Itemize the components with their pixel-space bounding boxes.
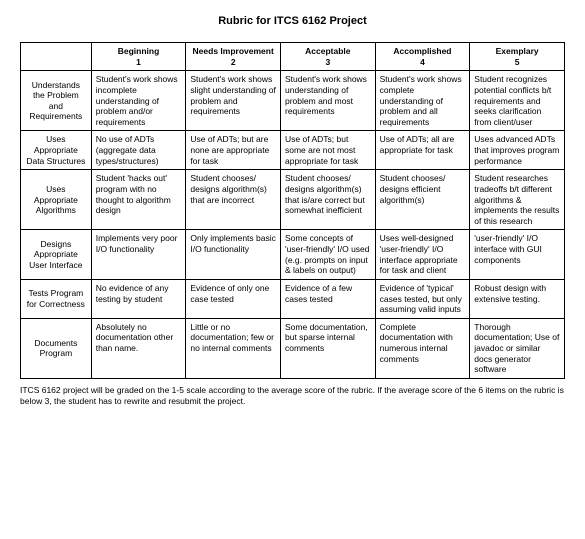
cell: Some concepts of 'user-friendly' I/O use…	[281, 230, 376, 280]
row-label: Uses Appropriate Algorithms	[21, 170, 92, 230]
cell: Use of ADTs; but are none are appropriat…	[186, 131, 281, 170]
row-label: Tests Program for Correctness	[21, 279, 92, 318]
col-header-1: Beginning1	[91, 43, 186, 71]
cell: Use of ADTs; all are appropriate for tas…	[375, 131, 470, 170]
footnote: ITCS 6162 project will be graded on the …	[20, 385, 565, 407]
col-header-4: Accomplished4	[375, 43, 470, 71]
cell: Student's work shows incomplete understa…	[91, 71, 186, 131]
page-title: Rubric for ITCS 6162 Project	[20, 15, 565, 27]
cell: Uses well-designed 'user-friendly' I/O i…	[375, 230, 470, 280]
cell: Student 'hacks out' program with no thou…	[91, 170, 186, 230]
cell: Student recognizes potential conflicts b…	[470, 71, 565, 131]
row-label: Documents Program	[21, 318, 92, 378]
table-row: Designs Appropriate User Interface Imple…	[21, 230, 565, 280]
cell: Complete documentation with numerous int…	[375, 318, 470, 378]
cell: Student chooses/ designs algorithm(s) th…	[281, 170, 376, 230]
col-header-5: Exemplary5	[470, 43, 565, 71]
cell: Student's work shows complete understand…	[375, 71, 470, 131]
cell: Student's work shows understanding of pr…	[281, 71, 376, 131]
row-label: Designs Appropriate User Interface	[21, 230, 92, 280]
cell: Only implements basic I/O functionality	[186, 230, 281, 280]
cell: Evidence of a few cases tested	[281, 279, 376, 318]
table-row: Understands the Problem and Requirements…	[21, 71, 565, 131]
cell: Evidence of 'typical' cases tested, but …	[375, 279, 470, 318]
col-header-2: Needs Improvement2	[186, 43, 281, 71]
cell: Robust design with extensive testing.	[470, 279, 565, 318]
header-row: Beginning1 Needs Improvement2 Acceptable…	[21, 43, 565, 71]
table-row: Tests Program for Correctness No evidenc…	[21, 279, 565, 318]
rubric-table: Beginning1 Needs Improvement2 Acceptable…	[20, 42, 565, 379]
cell: Student chooses/ designs algorithm(s) th…	[186, 170, 281, 230]
cell: Some documentation, but sparse internal …	[281, 318, 376, 378]
cell: Use of ADTs; but some are not most appro…	[281, 131, 376, 170]
col-header-blank	[21, 43, 92, 71]
row-label: Understands the Problem and Requirements	[21, 71, 92, 131]
cell: No use of ADTs (aggregate data types/str…	[91, 131, 186, 170]
row-label: Uses Appropriate Data Structures	[21, 131, 92, 170]
cell: Implements very poor I/O functionality	[91, 230, 186, 280]
cell: Little or no documentation; few or no in…	[186, 318, 281, 378]
table-row: Uses Appropriate Algorithms Student 'hac…	[21, 170, 565, 230]
cell: Evidence of only one case tested	[186, 279, 281, 318]
col-header-3: Acceptable3	[281, 43, 376, 71]
cell: Uses advanced ADTs that improves program…	[470, 131, 565, 170]
cell: Student's work shows slight understandin…	[186, 71, 281, 131]
cell: No evidence of any testing by student	[91, 279, 186, 318]
cell: Student chooses/ designs efficient algor…	[375, 170, 470, 230]
table-row: Uses Appropriate Data Structures No use …	[21, 131, 565, 170]
cell: Student researches tradeoffs b/t differe…	[470, 170, 565, 230]
cell: Absolutely no documentation other than n…	[91, 318, 186, 378]
table-row: Documents Program Absolutely no document…	[21, 318, 565, 378]
cell: Thorough documentation; Use of javadoc o…	[470, 318, 565, 378]
cell: 'user-friendly' I/O interface with GUI c…	[470, 230, 565, 280]
